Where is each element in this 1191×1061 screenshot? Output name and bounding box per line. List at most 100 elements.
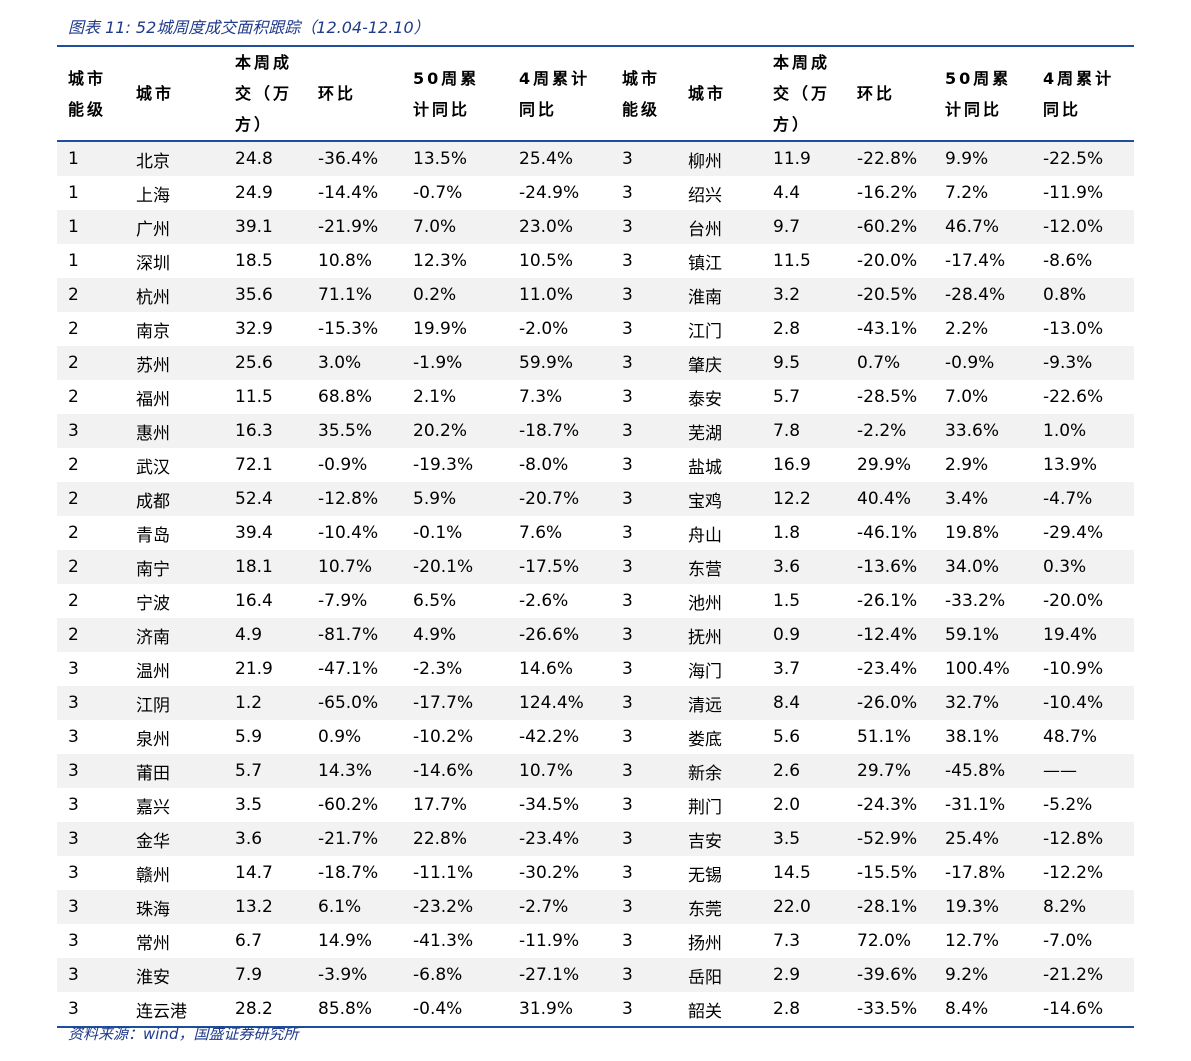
table-cell: -60.2% bbox=[318, 795, 379, 815]
table-cell: 33.6% bbox=[934, 414, 1032, 448]
table-row: 3 江阴 1.2 -65.0% -17.7% 124.4% 3 清远 8.4 -26.0% 32.7… bbox=[57, 686, 1134, 720]
table-row: 2 武汉 72.1 -0.9% -19.3% -8.0% 3 盐城 16.9 29.9% 2.9% 1… bbox=[57, 448, 1134, 482]
table-cell: -24.3% bbox=[857, 795, 918, 815]
table-cell: 3.4% bbox=[934, 482, 1032, 516]
column-header: 城市能级 bbox=[611, 46, 677, 142]
table-cell: -23.4% bbox=[857, 659, 918, 679]
table-row: 1 上海 24.9 -14.4% -0.7% -24.9% 3 绍兴 4.4 -16.2% 7.2%… bbox=[57, 176, 1134, 210]
table-cell: -17.5% bbox=[508, 550, 611, 584]
data-table: 城市能级 城市 本周成交（万方） 环比 50周累计同比 4周累计同比 城市能级 城市 本周成交（… bbox=[57, 45, 1134, 1028]
table-cell: -17.8% bbox=[945, 863, 1006, 883]
table-cell: 3 bbox=[68, 795, 79, 815]
table-cell: 4.4 bbox=[773, 183, 801, 203]
table-cell: 1 bbox=[57, 210, 125, 244]
table-row: 2 成都 52.4 -12.8% 5.9% -20.7% 3 宝鸡 12.2 40.4% 3.4% -… bbox=[57, 482, 1134, 516]
table-cell: 娄底 bbox=[688, 729, 722, 750]
table-cell: -45.8% bbox=[934, 754, 1032, 788]
table-cell: 3.7 bbox=[773, 659, 801, 679]
table-cell: 3.0% bbox=[307, 346, 402, 380]
table-cell: 3 bbox=[611, 686, 677, 720]
column-header: 4周累计同比 bbox=[1032, 46, 1134, 142]
table-cell: 16.4 bbox=[235, 591, 273, 611]
table-cell: -36.4% bbox=[307, 141, 402, 176]
table-cell: 23.0% bbox=[508, 210, 611, 244]
table-cell: 85.8% bbox=[318, 999, 373, 1019]
table-cell: -12.0% bbox=[1032, 210, 1134, 244]
table-cell: -12.8% bbox=[307, 482, 402, 516]
table-cell: -15.5% bbox=[857, 863, 918, 883]
table-cell: 13.2 bbox=[224, 890, 307, 924]
table-cell: -7.9% bbox=[318, 591, 368, 611]
table-cell: 48.7% bbox=[1043, 727, 1098, 747]
table-cell: 5.9 bbox=[235, 727, 263, 747]
table-cell: 9.5 bbox=[762, 346, 846, 380]
column-header: 城市 bbox=[677, 46, 762, 142]
table-row: 2 宁波 16.4 -7.9% 6.5% -2.6% 3 池州 1.5 -26.1% -33.2% -… bbox=[57, 584, 1134, 618]
table-cell: -33.2% bbox=[945, 591, 1006, 611]
table-cell: 14.6% bbox=[519, 659, 574, 679]
table-row: 2 南京 32.9 -15.3% 19.9% -2.0% 3 江门 2.8 -43.1% 2.2% -… bbox=[57, 312, 1134, 346]
table-cell: 嘉兴 bbox=[136, 797, 170, 818]
table-cell: 3 bbox=[611, 414, 677, 448]
table-cell: -2.2% bbox=[846, 414, 934, 448]
table-row: 1 北京 24.8 -36.4% 13.5% 25.4% 3 柳州 11.9 -22.8% 9.9%… bbox=[57, 141, 1134, 176]
table-cell: 南京 bbox=[136, 321, 170, 342]
table-row: 3 莆田 5.7 14.3% -14.6% 10.7% 3 新余 2.6 29.7% -45.8% —… bbox=[57, 754, 1134, 788]
table-cell: 3 bbox=[68, 863, 79, 883]
table-cell: 上海 bbox=[136, 185, 170, 206]
table-cell: 3 bbox=[622, 319, 633, 339]
table-cell: 35.5% bbox=[307, 414, 402, 448]
table-cell: -28.4% bbox=[934, 278, 1032, 312]
table-cell: -17.4% bbox=[945, 251, 1006, 271]
table-cell: 72.0% bbox=[857, 931, 912, 951]
table-cell: -2.6% bbox=[519, 591, 569, 611]
table-cell: 苏州 bbox=[125, 346, 224, 380]
table-cell: -47.1% bbox=[318, 659, 379, 679]
table-cell: 青岛 bbox=[136, 525, 170, 546]
table-cell: -16.2% bbox=[857, 183, 918, 203]
table-cell: 10.8% bbox=[318, 251, 373, 271]
table-cell: 5.7 bbox=[773, 387, 801, 407]
table-cell: 72.1 bbox=[235, 455, 273, 475]
table-cell: 无锡 bbox=[688, 865, 722, 886]
table-cell: 2.1% bbox=[413, 387, 457, 407]
table-cell: -11.9% bbox=[519, 931, 580, 951]
table-cell: 5.6 bbox=[773, 727, 801, 747]
table-row: 3 惠州 16.3 35.5% 20.2% -18.7% 3 芜湖 7.8 -2.2% 33.6% 1… bbox=[57, 414, 1134, 448]
table-cell: -30.2% bbox=[519, 863, 580, 883]
table-cell: 台州 bbox=[677, 210, 762, 244]
table-cell: 吉安 bbox=[677, 822, 762, 856]
table-cell: 12.2 bbox=[762, 482, 846, 516]
table-cell: -41.3% bbox=[413, 931, 474, 951]
table-cell: 淮安 bbox=[125, 958, 224, 992]
table-row: 2 青岛 39.4 -10.4% -0.1% 7.6% 3 舟山 1.8 -46.1% 19.8% -… bbox=[57, 516, 1134, 550]
table-cell: 3 bbox=[611, 822, 677, 856]
table-cell: 3 bbox=[622, 591, 633, 611]
table-cell: 0.9% bbox=[318, 727, 362, 747]
table-cell: 32.9 bbox=[235, 319, 273, 339]
table-cell: 3 bbox=[611, 141, 677, 176]
table-cell: 3 bbox=[57, 822, 125, 856]
table-cell: 10.7% bbox=[508, 754, 611, 788]
table-cell: 3 bbox=[57, 890, 125, 924]
table-cell: -43.1% bbox=[857, 319, 918, 339]
table-row: 2 济南 4.9 -81.7% 4.9% -26.6% 3 抚州 0.9 -12.4% 59.1% 1… bbox=[57, 618, 1134, 652]
table-cell: 抚州 bbox=[677, 618, 762, 652]
table-cell: -42.2% bbox=[519, 727, 580, 747]
table-cell: 25.4% bbox=[934, 822, 1032, 856]
table-cell: 0.9 bbox=[762, 618, 846, 652]
table-cell: 17.7% bbox=[413, 795, 468, 815]
table-cell: 0.7% bbox=[846, 346, 934, 380]
table-cell: -19.3% bbox=[413, 455, 474, 475]
table-cell: 泰安 bbox=[688, 389, 722, 410]
table-cell: 赣州 bbox=[136, 865, 170, 886]
column-header: 城市能级 bbox=[57, 46, 125, 142]
table-row: 3 常州 6.7 14.9% -41.3% -11.9% 3 扬州 7.3 72.0% 12.7% -… bbox=[57, 924, 1134, 958]
table-cell: -6.8% bbox=[402, 958, 508, 992]
table-cell: 19.3% bbox=[934, 890, 1032, 924]
table-cell: 3 bbox=[57, 414, 125, 448]
table-cell: 16.3 bbox=[224, 414, 307, 448]
table-cell: 福州 bbox=[136, 389, 170, 410]
table-cell: 19.4% bbox=[1032, 618, 1134, 652]
table-cell: 7.3% bbox=[519, 387, 563, 407]
